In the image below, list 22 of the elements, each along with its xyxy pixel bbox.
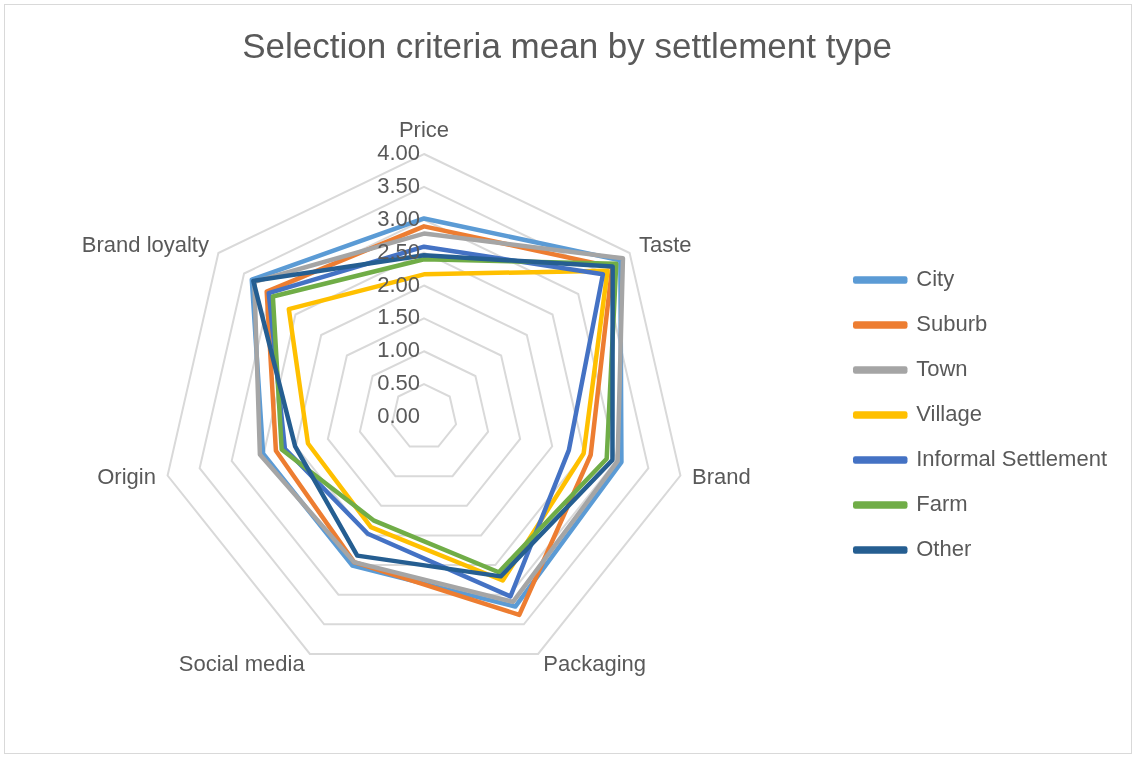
y-tick-label: 0.50	[377, 370, 420, 396]
y-tick-label: 4.00	[377, 140, 420, 166]
legend-label: Other	[916, 536, 972, 562]
y-tick-label: 3.00	[377, 205, 420, 231]
legend-label: Informal Settlement	[916, 446, 1107, 472]
spoke-label: Price	[398, 117, 450, 143]
spoke-label: Social media	[178, 650, 306, 676]
legend-label: Suburb	[916, 311, 988, 337]
spoke-label: Origin	[97, 464, 156, 490]
spoke-label: Packaging	[543, 650, 647, 676]
y-tick-label: 0.00	[377, 403, 420, 429]
y-tick-label: 3.50	[377, 172, 420, 198]
legend-label: Town	[916, 356, 968, 382]
spoke-label: Taste	[639, 231, 692, 257]
chart-title: Selection criteria mean by settlement type	[242, 25, 892, 65]
legend-label: City	[916, 266, 955, 292]
legend-label: Village	[916, 401, 982, 427]
spoke-label: Brand loyalty	[81, 231, 209, 257]
y-tick-label: 1.50	[377, 304, 420, 330]
y-tick-label: 1.00	[377, 337, 420, 363]
spoke-label: Brand	[692, 464, 751, 490]
legend-label: Farm	[916, 491, 968, 517]
